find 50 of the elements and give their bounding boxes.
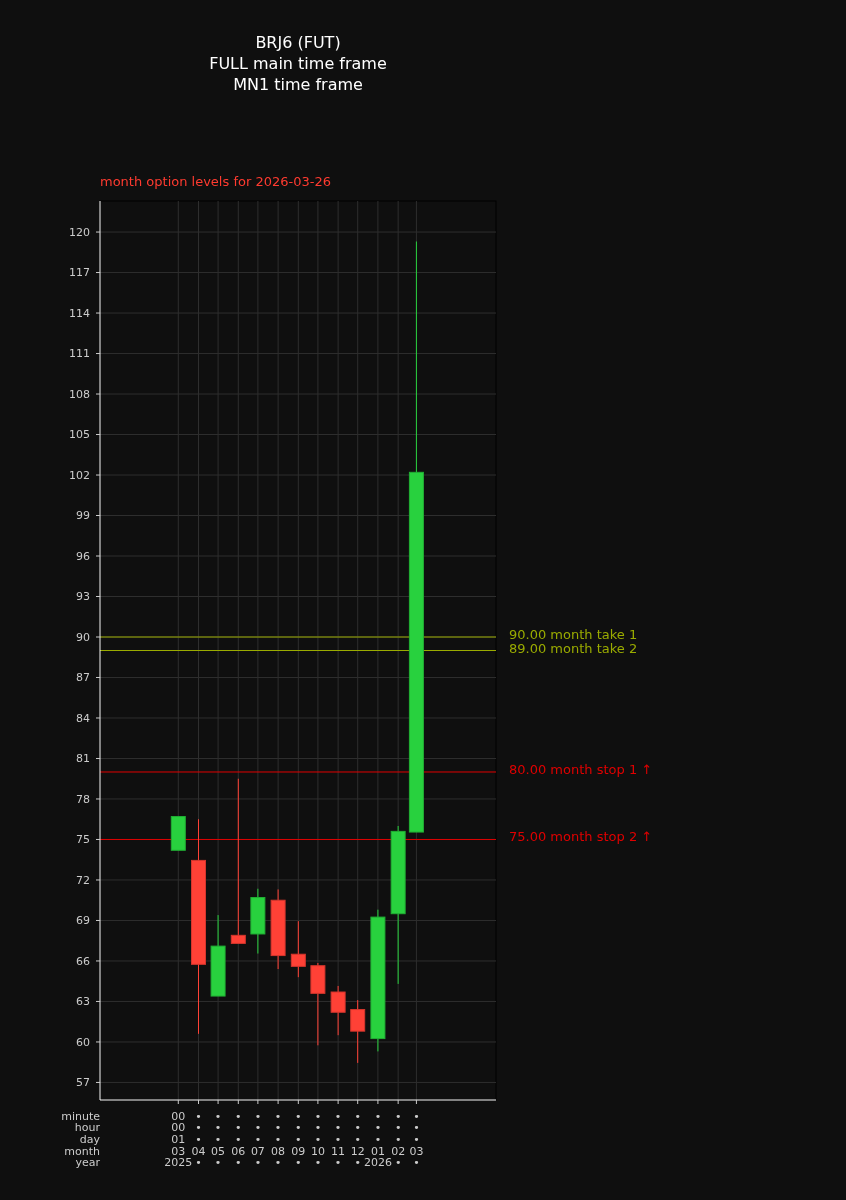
- x-tick-label: • • • 03 •: [409, 1109, 424, 1170]
- x-tick-label: • • • 10 •: [310, 1109, 325, 1170]
- x-tick-label: • • • 12 •: [350, 1109, 365, 1170]
- candlestick: [290, 920, 306, 978]
- y-tick-label: 63: [76, 995, 90, 1009]
- y-tick-label: 78: [76, 792, 90, 806]
- candlestick: [330, 985, 346, 1036]
- y-tick-label: 66: [76, 954, 90, 968]
- y-tick-label: 69: [76, 914, 90, 928]
- x-tick-label: • • • 09 •: [291, 1109, 306, 1170]
- ref-line-label: 80.00 month stop 1 ↑: [509, 761, 653, 777]
- x-tick-label: • • • 06 •: [231, 1109, 246, 1170]
- y-tick-label: 87: [76, 671, 90, 685]
- y-tick-label: 105: [69, 428, 90, 442]
- x-tick-label: • • • 02 •: [391, 1109, 406, 1170]
- y-tick-label: 81: [76, 752, 90, 766]
- x-tick-label: • • • 07 •: [250, 1109, 265, 1170]
- y-tick-label: 60: [76, 1035, 90, 1049]
- y-tick-label: 111: [69, 347, 90, 361]
- text: month: [64, 1144, 101, 1158]
- y-tick-label: 96: [76, 549, 90, 563]
- y-tick-label: 75: [76, 833, 90, 847]
- y-tick-label: 117: [69, 266, 90, 280]
- text: year: [75, 1156, 101, 1170]
- ref-line-label: 89.00 month take 2: [509, 640, 638, 656]
- candlestick: [230, 778, 246, 944]
- y-tick-label: 57: [76, 1076, 90, 1090]
- text: minute: [61, 1109, 101, 1123]
- x-tick-label: • • • 01 2026: [363, 1109, 392, 1170]
- x-tick-label: • • • 04 •: [191, 1109, 206, 1170]
- y-tick-label: 72: [76, 873, 90, 887]
- y-tick-label: 90: [76, 630, 90, 644]
- ref-line-label: 75.00 month stop 2 ↑: [509, 829, 653, 845]
- y-tick-label: 99: [76, 509, 90, 523]
- y-tick-label: 102: [69, 468, 90, 482]
- x-tick-label: • • • 11 •: [331, 1109, 346, 1170]
- ref-line-label: 90.00 month take 1: [509, 627, 638, 642]
- x-tick-label: • • • 08 •: [271, 1109, 286, 1170]
- text: day: [79, 1133, 101, 1147]
- chart-title: BRJ6 (FUT) FULL main time frame MN1 time frame: [209, 33, 387, 94]
- y-tick-label: 93: [76, 590, 90, 604]
- y-tick-label: 120: [69, 225, 90, 239]
- x-tick-label: 00 00 01 03 2025: [164, 1109, 193, 1170]
- y-tick-label: 114: [69, 306, 90, 320]
- text: hour: [74, 1121, 101, 1135]
- y-tick-label: 84: [76, 711, 90, 725]
- chart-subtitle: month option levels for 2026-03-26: [100, 174, 331, 189]
- x-tick-label: • • • 05 •: [211, 1109, 226, 1170]
- y-tick-label: 108: [69, 387, 90, 401]
- candlestick: [350, 999, 366, 1064]
